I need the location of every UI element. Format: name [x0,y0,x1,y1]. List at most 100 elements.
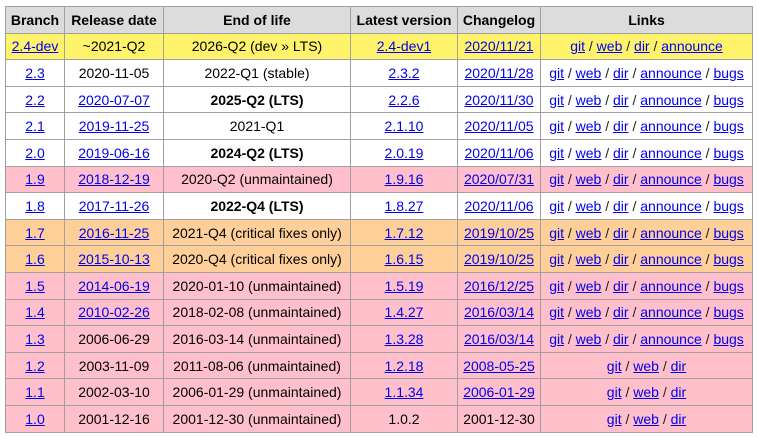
resource-link[interactable]: web [596,38,623,55]
resource-link[interactable]: dir [613,304,629,321]
resource-link[interactable]: git [549,91,564,108]
cell-link[interactable]: 2020/11/21 [464,38,534,55]
cell-link[interactable]: 2.2.6 [388,91,420,108]
cell-link[interactable]: 2020-07-07 [78,91,150,108]
cell-link[interactable]: 2020/11/05 [464,118,534,135]
cell-link[interactable]: 1.5.19 [384,277,424,294]
cell-link[interactable]: 2006-01-29 [463,384,535,401]
resource-link[interactable]: web [575,224,602,241]
cell-link[interactable]: 2020/07/31 [463,171,535,188]
resource-link[interactable]: web [575,64,602,81]
resource-link[interactable]: web [575,251,602,268]
resource-link[interactable]: web [575,330,602,347]
cell-link[interactable]: 1.4 [25,304,45,321]
resource-link[interactable]: git [549,171,564,188]
resource-link[interactable]: bugs [713,304,744,321]
cell-link[interactable]: 2008-05-25 [463,357,535,374]
cell-link[interactable]: 1.6 [25,251,45,268]
cell-link[interactable]: 2019-06-16 [78,144,150,161]
cell-link[interactable]: 1.3 [25,330,45,347]
cell-link[interactable]: 2014-06-19 [78,277,150,294]
resource-link[interactable]: web [633,384,659,401]
cell-link[interactable]: 2.1 [25,118,45,135]
resource-link[interactable]: web [633,357,659,374]
cell-link[interactable]: 2016/12/25 [463,277,535,294]
resource-link[interactable]: git [549,224,564,241]
cell-link[interactable]: 2019-11-25 [78,118,150,135]
resource-link[interactable]: dir [613,171,629,188]
cell-link[interactable]: 1.7 [25,224,45,241]
resource-link[interactable]: git [549,144,564,161]
resource-link[interactable]: git [549,64,564,81]
resource-link[interactable]: dir [613,277,629,294]
cell-link[interactable]: 2016/03/14 [463,330,535,347]
cell-link[interactable]: 2015-10-13 [78,251,150,268]
cell-link[interactable]: 2020/11/28 [464,64,534,81]
cell-link[interactable]: 1.9 [25,171,45,188]
resource-link[interactable]: web [575,197,602,214]
resource-link[interactable]: dir [613,330,629,347]
cell-link[interactable]: 2.1.10 [384,118,424,135]
cell-link[interactable]: 2.4-dev1 [376,38,432,55]
resource-link[interactable]: announce [661,38,723,55]
resource-link[interactable]: git [549,118,564,135]
resource-link[interactable]: git [606,384,622,401]
resource-link[interactable]: dir [670,384,687,401]
resource-link[interactable]: git [570,38,585,55]
resource-link[interactable]: bugs [713,224,744,241]
cell-link[interactable]: 2.4-dev [11,38,59,55]
cell-link[interactable]: 2.0 [25,144,45,161]
resource-link[interactable]: announce [640,277,702,294]
cell-link[interactable]: 1.9.16 [384,171,424,188]
cell-link[interactable]: 2.0.19 [384,144,424,161]
resource-link[interactable]: dir [613,197,629,214]
resource-link[interactable]: announce [640,64,702,81]
resource-link[interactable]: web [575,171,602,188]
resource-link[interactable]: dir [613,91,629,108]
resource-link[interactable]: git [549,251,564,268]
resource-link[interactable]: bugs [713,144,744,161]
cell-link[interactable]: 1.2 [25,357,45,374]
resource-link[interactable]: bugs [713,118,744,135]
cell-link[interactable]: 2020/11/06 [464,144,534,161]
cell-link[interactable]: 2017-11-26 [78,197,150,214]
resource-link[interactable]: dir [613,224,629,241]
resource-link[interactable]: dir [634,38,650,55]
resource-link[interactable]: bugs [713,64,744,81]
resource-link[interactable]: announce [640,91,702,108]
cell-link[interactable]: 1.5 [25,277,45,294]
resource-link[interactable]: announce [640,224,702,241]
resource-link[interactable]: git [549,197,564,214]
resource-link[interactable]: announce [640,118,702,135]
resource-link[interactable]: web [575,118,602,135]
resource-link[interactable]: bugs [713,251,744,268]
resource-link[interactable]: web [575,277,602,294]
resource-link[interactable]: bugs [713,197,744,214]
resource-link[interactable]: dir [613,64,629,81]
cell-link[interactable]: 2.3 [25,64,45,81]
cell-link[interactable]: 1.1 [25,384,45,401]
cell-link[interactable]: 2016-11-25 [78,224,150,241]
resource-link[interactable]: git [549,330,564,347]
cell-link[interactable]: 2010-02-26 [78,304,150,321]
resource-link[interactable]: bugs [713,91,744,108]
resource-link[interactable]: git [549,277,564,294]
resource-link[interactable]: git [606,357,622,374]
cell-link[interactable]: 2016/03/14 [463,304,535,321]
resource-link[interactable]: bugs [713,171,744,188]
cell-link[interactable]: 2019/10/25 [463,251,535,268]
resource-link[interactable]: dir [613,118,629,135]
resource-link[interactable]: git [549,304,564,321]
resource-link[interactable]: announce [640,330,702,347]
cell-link[interactable]: 1.3.28 [384,330,424,347]
resource-link[interactable]: web [575,304,602,321]
cell-link[interactable]: 2020/11/06 [464,197,534,214]
cell-link[interactable]: 1.4.27 [384,304,424,321]
cell-link[interactable]: 1.7.12 [384,224,424,241]
cell-link[interactable]: 2020/11/30 [464,91,534,108]
resource-link[interactable]: dir [613,144,629,161]
cell-link[interactable]: 1.6.15 [384,251,424,268]
resource-link[interactable]: announce [640,251,702,268]
resource-link[interactable]: git [606,410,622,427]
cell-link[interactable]: 1.2.18 [384,357,424,374]
